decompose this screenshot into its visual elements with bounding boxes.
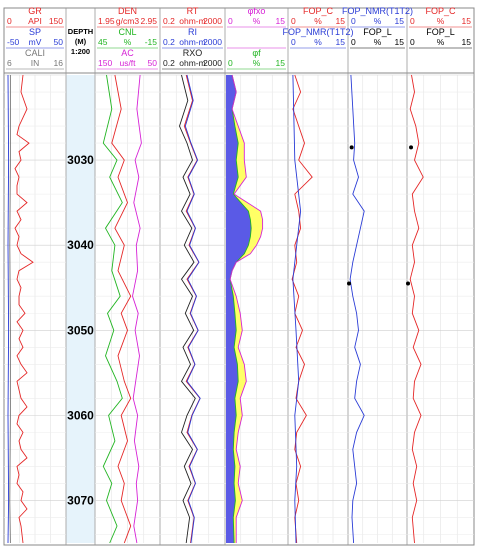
track-header-name: CNL [118, 27, 136, 37]
fop-l-marker [347, 281, 351, 286]
track-header-name: RI [188, 27, 197, 37]
track-header-right-value: 15 [462, 16, 472, 26]
curve-fop-nmr-t1t2- [349, 74, 365, 544]
track-header-unit: g/cm3 [116, 16, 139, 26]
track-header-left-value: 0 [7, 16, 12, 26]
track-header-unit: % [437, 37, 445, 47]
track-header-right-value: 2000 [203, 58, 222, 68]
track-header-name: DEN [118, 6, 137, 16]
track-header-unit: ohm-m [179, 37, 205, 47]
track-header-name: RT [187, 6, 199, 16]
track-header-unit: % [124, 37, 132, 47]
track-header-left-value: 0 [410, 16, 415, 26]
track-header-name: SP [29, 27, 41, 37]
track-header-name: φf [252, 48, 261, 58]
curve-fop-c [291, 74, 313, 544]
depth-tick-label: 3050 [67, 323, 94, 337]
track-header-unit: % [374, 37, 382, 47]
track-header-unit: API [28, 16, 42, 26]
track-header-left-value: 1.95 [98, 16, 115, 26]
track-header-name: CALI [25, 48, 45, 58]
track-header-unit: IN [31, 58, 40, 68]
track-header-left-value: 6 [7, 58, 12, 68]
track-header-left-value: 0 [228, 58, 233, 68]
track-header-name: FOP_NMR(T1T2) [342, 6, 413, 16]
track-header-unit: % [253, 16, 261, 26]
fop-l-marker [406, 281, 410, 286]
track-header-right-value: 16 [54, 58, 64, 68]
depth-scale: 1:200 [71, 47, 90, 56]
depth-tick-label: 3040 [67, 238, 94, 252]
curve-den [111, 74, 132, 544]
track-header-name: φfxo [248, 6, 266, 16]
track-header-unit: % [314, 37, 322, 47]
curve-fop-nmr-t1t2- [292, 74, 302, 544]
track-header-right-value: 15 [276, 16, 286, 26]
track-header-unit: mV [29, 37, 42, 47]
track-header-right-value: 15 [395, 16, 405, 26]
depth-tick-label: 3030 [67, 153, 94, 167]
curve--fxo [229, 74, 264, 543]
track-header-unit: ohm-m [179, 58, 205, 68]
fop-l-marker [409, 145, 414, 150]
track-header-right-value: 15 [336, 16, 346, 26]
depth-tick-label: 3060 [67, 408, 94, 422]
track-header-unit: % [314, 16, 322, 26]
track-header-unit: % [374, 16, 382, 26]
depth-title: DEPTH [68, 27, 93, 36]
track-header-name: FOP_C [303, 6, 334, 16]
track-header-unit: % [253, 58, 261, 68]
porosity-fill-area [226, 75, 252, 543]
depth-tick-label: 3070 [67, 493, 94, 507]
track-header-left-value: -50 [7, 37, 20, 47]
curve-ac [132, 74, 142, 544]
track-header-left-value: 45 [98, 37, 108, 47]
track-header-right-value: -15 [145, 37, 158, 47]
depth-unit: (M) [75, 37, 87, 46]
curve-gr [14, 74, 34, 544]
log-frame [3, 7, 475, 546]
track-header-name: AC [121, 48, 134, 58]
depth-track-background [66, 75, 95, 543]
curve-cnl [102, 74, 123, 544]
track-header-left-value: 150 [98, 58, 112, 68]
track-header-left-value: 0 [351, 37, 356, 47]
track-header-left-value: 0.2 [163, 37, 175, 47]
track-header-unit: ohm-m [179, 16, 205, 26]
track-header-name: GR [28, 6, 42, 16]
track-header-right-value: 2000 [203, 37, 222, 47]
track-header-right-value: 50 [54, 37, 64, 47]
track-header-left-value: 0 [291, 16, 296, 26]
track-header-name: FOP_L [426, 27, 455, 37]
track-header-right-value: 15 [276, 58, 286, 68]
track-header-right-value: 50 [148, 58, 158, 68]
track-header-left-value: 0 [351, 16, 356, 26]
track-header-right-value: 150 [49, 16, 63, 26]
track-header-name: FOP_C [425, 6, 456, 16]
track-header-left-value: 0 [291, 37, 296, 47]
curve-cali [9, 75, 11, 544]
track-header-right-value: 15 [395, 37, 405, 47]
curve-rxo [179, 74, 196, 544]
track-header-unit: % [437, 16, 445, 26]
track-header-name: FOP_NMR(T1T2) [282, 27, 353, 37]
curve-ri [184, 74, 201, 544]
track-header-name: FOP_L [363, 27, 392, 37]
track-header-unit: us/ft [119, 58, 136, 68]
track-header-name: RXO [183, 48, 203, 58]
track-header-left-value: 0 [410, 37, 415, 47]
track-header-left-value: 0.2 [163, 16, 175, 26]
curve-fop-c [409, 74, 424, 544]
track-header-right-value: 15 [462, 37, 472, 47]
track-header-right-value: 2.95 [140, 16, 157, 26]
fop-l-marker [349, 145, 354, 150]
track-header-left-value: 0.2 [163, 58, 175, 68]
track-header-right-value: 15 [336, 37, 346, 47]
track-header-left-value: 0 [228, 16, 233, 26]
track-header-right-value: 2000 [203, 16, 222, 26]
curve-sp [7, 74, 10, 544]
